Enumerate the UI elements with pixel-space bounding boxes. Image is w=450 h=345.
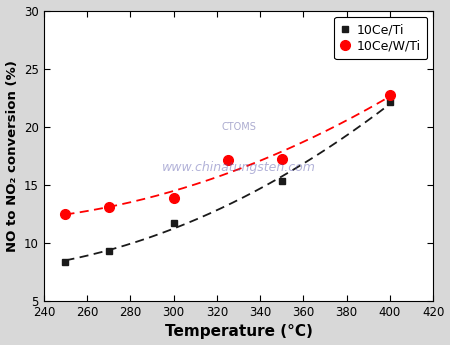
10Ce/W/Ti <box>387 93 393 97</box>
Text: www.chinatungsten.com: www.chinatungsten.com <box>162 161 315 174</box>
Legend: 10Ce/Ti, 10Ce/W/Ti: 10Ce/Ti, 10Ce/W/Ti <box>334 17 427 59</box>
10Ce/Ti <box>106 249 112 253</box>
10Ce/Ti <box>279 179 284 184</box>
10Ce/Ti <box>387 100 393 105</box>
10Ce/Ti <box>171 221 176 225</box>
Text: CTOMS: CTOMS <box>221 122 256 132</box>
Y-axis label: NO to NO₂ conversion (%): NO to NO₂ conversion (%) <box>5 60 18 252</box>
10Ce/W/Ti <box>171 196 176 200</box>
10Ce/W/Ti <box>279 157 284 161</box>
Line: 10Ce/W/Ti: 10Ce/W/Ti <box>61 90 395 219</box>
10Ce/W/Ti <box>63 212 68 216</box>
10Ce/Ti <box>63 259 68 264</box>
10Ce/W/Ti <box>225 158 230 162</box>
Line: 10Ce/Ti: 10Ce/Ti <box>62 99 393 265</box>
10Ce/W/Ti <box>106 205 112 209</box>
X-axis label: Temperature (°C): Temperature (°C) <box>165 324 312 339</box>
